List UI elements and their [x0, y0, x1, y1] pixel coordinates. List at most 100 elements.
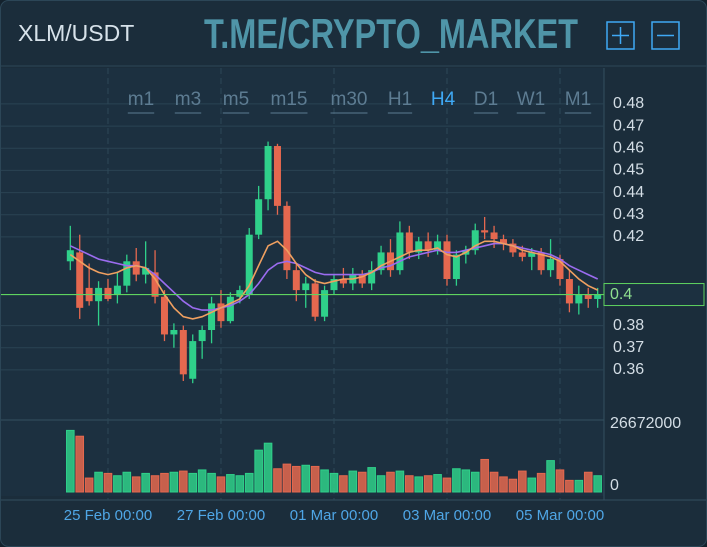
candle-body: [226, 296, 234, 322]
volume-bar: [386, 471, 395, 493]
volume-bar: [94, 471, 103, 493]
timeframe-tab[interactable]: W1: [516, 89, 546, 114]
timeframe-label: m3: [175, 89, 201, 110]
candle-body: [537, 252, 545, 271]
candle-body: [499, 239, 507, 244]
candle-body: [255, 199, 263, 235]
candle-body: [311, 283, 319, 317]
volume-bar: [75, 435, 85, 493]
volume-bar: [103, 472, 113, 493]
zoom-out-box: [651, 21, 680, 50]
zoom-in-box: [606, 21, 635, 50]
timeframe-label: M1: [565, 89, 591, 110]
banner: T.ME/CRYPTO_MARKET: [204, 10, 578, 57]
timeframe-tab[interactable]: m1: [127, 89, 155, 114]
volume-bar: [423, 475, 433, 493]
volume-bar: [292, 465, 301, 493]
volume-bar: [536, 472, 546, 493]
volume-bar: [207, 472, 216, 493]
candle-body: [245, 234, 253, 295]
pair-title: XLM/USDT: [18, 20, 134, 46]
candle-body: [509, 243, 517, 253]
y-tick-label: 0.47: [613, 117, 644, 134]
candle-body: [368, 270, 376, 284]
timeframe-tab[interactable]: H4: [431, 89, 456, 110]
plot-area: [1, 68, 604, 496]
volume-bar: [188, 472, 198, 493]
candle-body: [198, 330, 206, 342]
candle-body: [377, 252, 385, 271]
average-line: [69, 240, 599, 320]
candle-body: [104, 287, 112, 299]
x-tick-label: 01 Mar 00:00: [290, 507, 378, 524]
timeframe-tab[interactable]: m5: [222, 89, 250, 114]
volume-bar: [470, 471, 480, 493]
timeframe-label: H4: [431, 89, 456, 110]
volume-bar: [348, 470, 358, 493]
volume-bar: [150, 475, 160, 493]
volume-bar: [452, 468, 461, 493]
timeframe-tab[interactable]: M1: [564, 89, 592, 114]
volume-bar: [113, 475, 122, 493]
candle-body: [443, 241, 451, 280]
volume-bar: [583, 471, 593, 493]
y-tick-label: 0.36: [613, 361, 644, 378]
y-tick-label: 0.48: [613, 95, 644, 112]
candle-body: [123, 261, 131, 286]
candle-body: [283, 205, 291, 271]
volume-bar: [235, 475, 245, 493]
timeframe-label: W1: [517, 89, 546, 110]
volume-bar: [405, 475, 414, 493]
volume-bar: [197, 469, 207, 493]
timeframe-label: m15: [271, 89, 308, 110]
candle-body: [518, 252, 526, 257]
candle-body: [273, 146, 281, 206]
candle-body: [189, 341, 197, 379]
volume-bar: [527, 477, 537, 493]
volume-bar: [433, 474, 442, 493]
volume-bar: [367, 467, 376, 493]
candle-body: [575, 294, 583, 304]
volume-bar: [66, 429, 75, 493]
volume-bar: [263, 442, 273, 493]
volume-bar: [395, 470, 405, 493]
volume-bar: [179, 470, 188, 493]
volume-bar: [84, 477, 94, 493]
candle-body: [76, 252, 84, 308]
x-tick-label: 03 Mar 00:00: [403, 507, 491, 524]
volume-bar: [216, 476, 226, 493]
candle-body: [452, 254, 460, 280]
timeframe-label: H1: [388, 89, 412, 110]
candle-body: [434, 241, 442, 251]
candle-body: [528, 252, 536, 257]
volume-bar: [357, 471, 367, 493]
volume-bar: [122, 471, 132, 493]
y-tick-label: 0.44: [613, 184, 644, 201]
y-tick-label: 0.45: [613, 162, 644, 179]
candle-body: [556, 259, 564, 280]
timeframe-tab[interactable]: m30: [330, 89, 368, 114]
x-tick-label: 27 Feb 00:00: [177, 507, 265, 524]
volume-bar: [461, 469, 471, 493]
candle-body: [471, 230, 479, 251]
candle-body: [113, 285, 121, 295]
zoom-out-button[interactable]: [651, 21, 680, 50]
volume-bar: [480, 458, 489, 493]
volume-bar: [141, 472, 150, 493]
candle-body: [160, 296, 168, 335]
volume-tick-label: 0: [610, 477, 619, 494]
timeframe-tab[interactable]: m15: [270, 89, 308, 114]
y-tick-label: 0.38: [613, 317, 644, 334]
volume-bar: [282, 463, 292, 493]
timeframe-tab[interactable]: H1: [387, 89, 413, 114]
volume-bar: [565, 479, 574, 493]
timeframe-tab[interactable]: D1: [473, 89, 499, 114]
y-tick-label: 0.46: [613, 139, 644, 156]
candle-body: [208, 303, 216, 331]
zoom-in-button[interactable]: [606, 21, 635, 50]
candle-body: [292, 270, 300, 291]
volume-tick-label: 26672000: [610, 415, 681, 432]
volume-bar: [508, 478, 518, 493]
timeframe-tab[interactable]: m3: [174, 89, 202, 114]
